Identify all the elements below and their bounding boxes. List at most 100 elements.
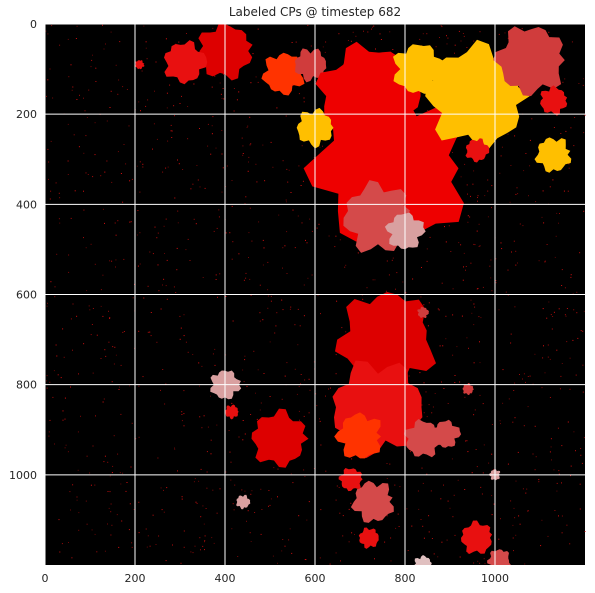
noise-pixel — [342, 535, 344, 537]
noise-pixel — [68, 76, 70, 78]
noise-pixel — [131, 542, 133, 544]
noise-pixel — [340, 560, 341, 562]
noise-pixel — [110, 534, 112, 536]
noise-pixel — [464, 396, 466, 398]
noise-pixel — [451, 458, 453, 460]
noise-pixel — [348, 508, 350, 510]
noise-pixel — [108, 341, 110, 343]
noise-pixel — [104, 455, 106, 457]
noise-pixel — [103, 48, 105, 50]
noise-pixel — [462, 279, 464, 281]
noise-pixel — [286, 273, 288, 274]
noise-pixel — [275, 325, 277, 327]
noise-pixel — [128, 529, 130, 531]
noise-pixel — [201, 427, 203, 429]
noise-pixel — [336, 300, 338, 302]
noise-pixel — [493, 469, 495, 471]
noise-pixel — [394, 484, 396, 486]
noise-pixel — [574, 117, 576, 118]
noise-pixel — [59, 222, 61, 224]
noise-pixel — [303, 101, 305, 103]
noise-pixel — [214, 348, 216, 350]
noise-pixel — [155, 61, 157, 63]
noise-pixel — [119, 472, 121, 474]
noise-pixel — [262, 144, 264, 146]
noise-pixel — [248, 257, 249, 258]
noise-pixel — [440, 498, 442, 500]
noise-pixel — [303, 469, 305, 471]
noise-pixel — [554, 510, 556, 511]
noise-pixel — [534, 469, 536, 471]
noise-pixel — [109, 475, 111, 477]
noise-pixel — [350, 502, 352, 504]
noise-pixel — [474, 244, 476, 246]
noise-pixel — [292, 482, 294, 484]
noise-pixel — [80, 415, 81, 417]
noise-pixel — [112, 465, 114, 467]
noise-pixel — [570, 274, 572, 276]
noise-pixel — [564, 314, 566, 316]
noise-pixel — [418, 508, 420, 510]
noise-pixel — [221, 97, 223, 99]
noise-pixel — [582, 78, 584, 80]
noise-pixel — [100, 175, 102, 177]
noise-pixel — [285, 199, 287, 201]
noise-pixel — [225, 354, 227, 356]
noise-pixel — [207, 123, 209, 125]
noise-pixel — [429, 236, 431, 238]
noise-pixel — [230, 461, 232, 463]
noise-pixel — [335, 354, 337, 356]
noise-pixel — [507, 269, 509, 271]
noise-pixel — [194, 478, 196, 480]
noise-pixel — [233, 88, 235, 89]
noise-pixel — [550, 446, 552, 448]
noise-pixel — [419, 372, 421, 374]
noise-pixel — [110, 90, 112, 92]
noise-pixel — [252, 53, 254, 55]
noise-pixel — [445, 338, 447, 340]
noise-pixel — [320, 313, 321, 315]
noise-pixel — [454, 52, 455, 54]
noise-pixel — [522, 378, 523, 380]
noise-pixel — [276, 107, 278, 109]
noise-pixel — [571, 41, 573, 43]
noise-pixel — [284, 375, 286, 377]
noise-pixel — [176, 269, 178, 271]
noise-pixel — [187, 106, 189, 107]
noise-pixel — [103, 398, 105, 400]
noise-pixel — [92, 54, 93, 56]
noise-pixel — [91, 324, 93, 325]
noise-pixel — [139, 263, 141, 265]
noise-pixel — [215, 279, 217, 280]
labeled-region — [334, 412, 381, 459]
noise-pixel — [212, 27, 214, 29]
noise-pixel — [277, 468, 279, 470]
noise-pixel — [96, 334, 98, 336]
noise-pixel — [426, 248, 428, 250]
noise-pixel — [259, 409, 261, 411]
noise-pixel — [166, 107, 168, 109]
noise-pixel — [216, 512, 218, 514]
noise-pixel — [514, 517, 516, 519]
labeled-region — [493, 26, 565, 97]
noise-pixel — [47, 148, 49, 150]
noise-pixel — [500, 518, 501, 520]
noise-pixel — [71, 557, 73, 559]
noise-pixel — [111, 181, 113, 183]
noise-pixel — [67, 174, 69, 175]
noise-pixel — [371, 28, 372, 30]
noise-pixel — [244, 433, 246, 435]
noise-pixel — [131, 178, 133, 180]
noise-pixel — [85, 172, 87, 174]
noise-pixel — [238, 436, 240, 438]
noise-pixel — [160, 308, 162, 310]
noise-pixel — [305, 559, 307, 561]
noise-pixel — [479, 245, 481, 247]
noise-pixel — [171, 130, 173, 132]
noise-pixel — [103, 461, 105, 463]
noise-pixel — [261, 509, 263, 510]
noise-pixel — [234, 484, 236, 486]
noise-pixel — [510, 342, 512, 344]
noise-pixel — [523, 373, 525, 375]
noise-pixel — [86, 455, 88, 457]
